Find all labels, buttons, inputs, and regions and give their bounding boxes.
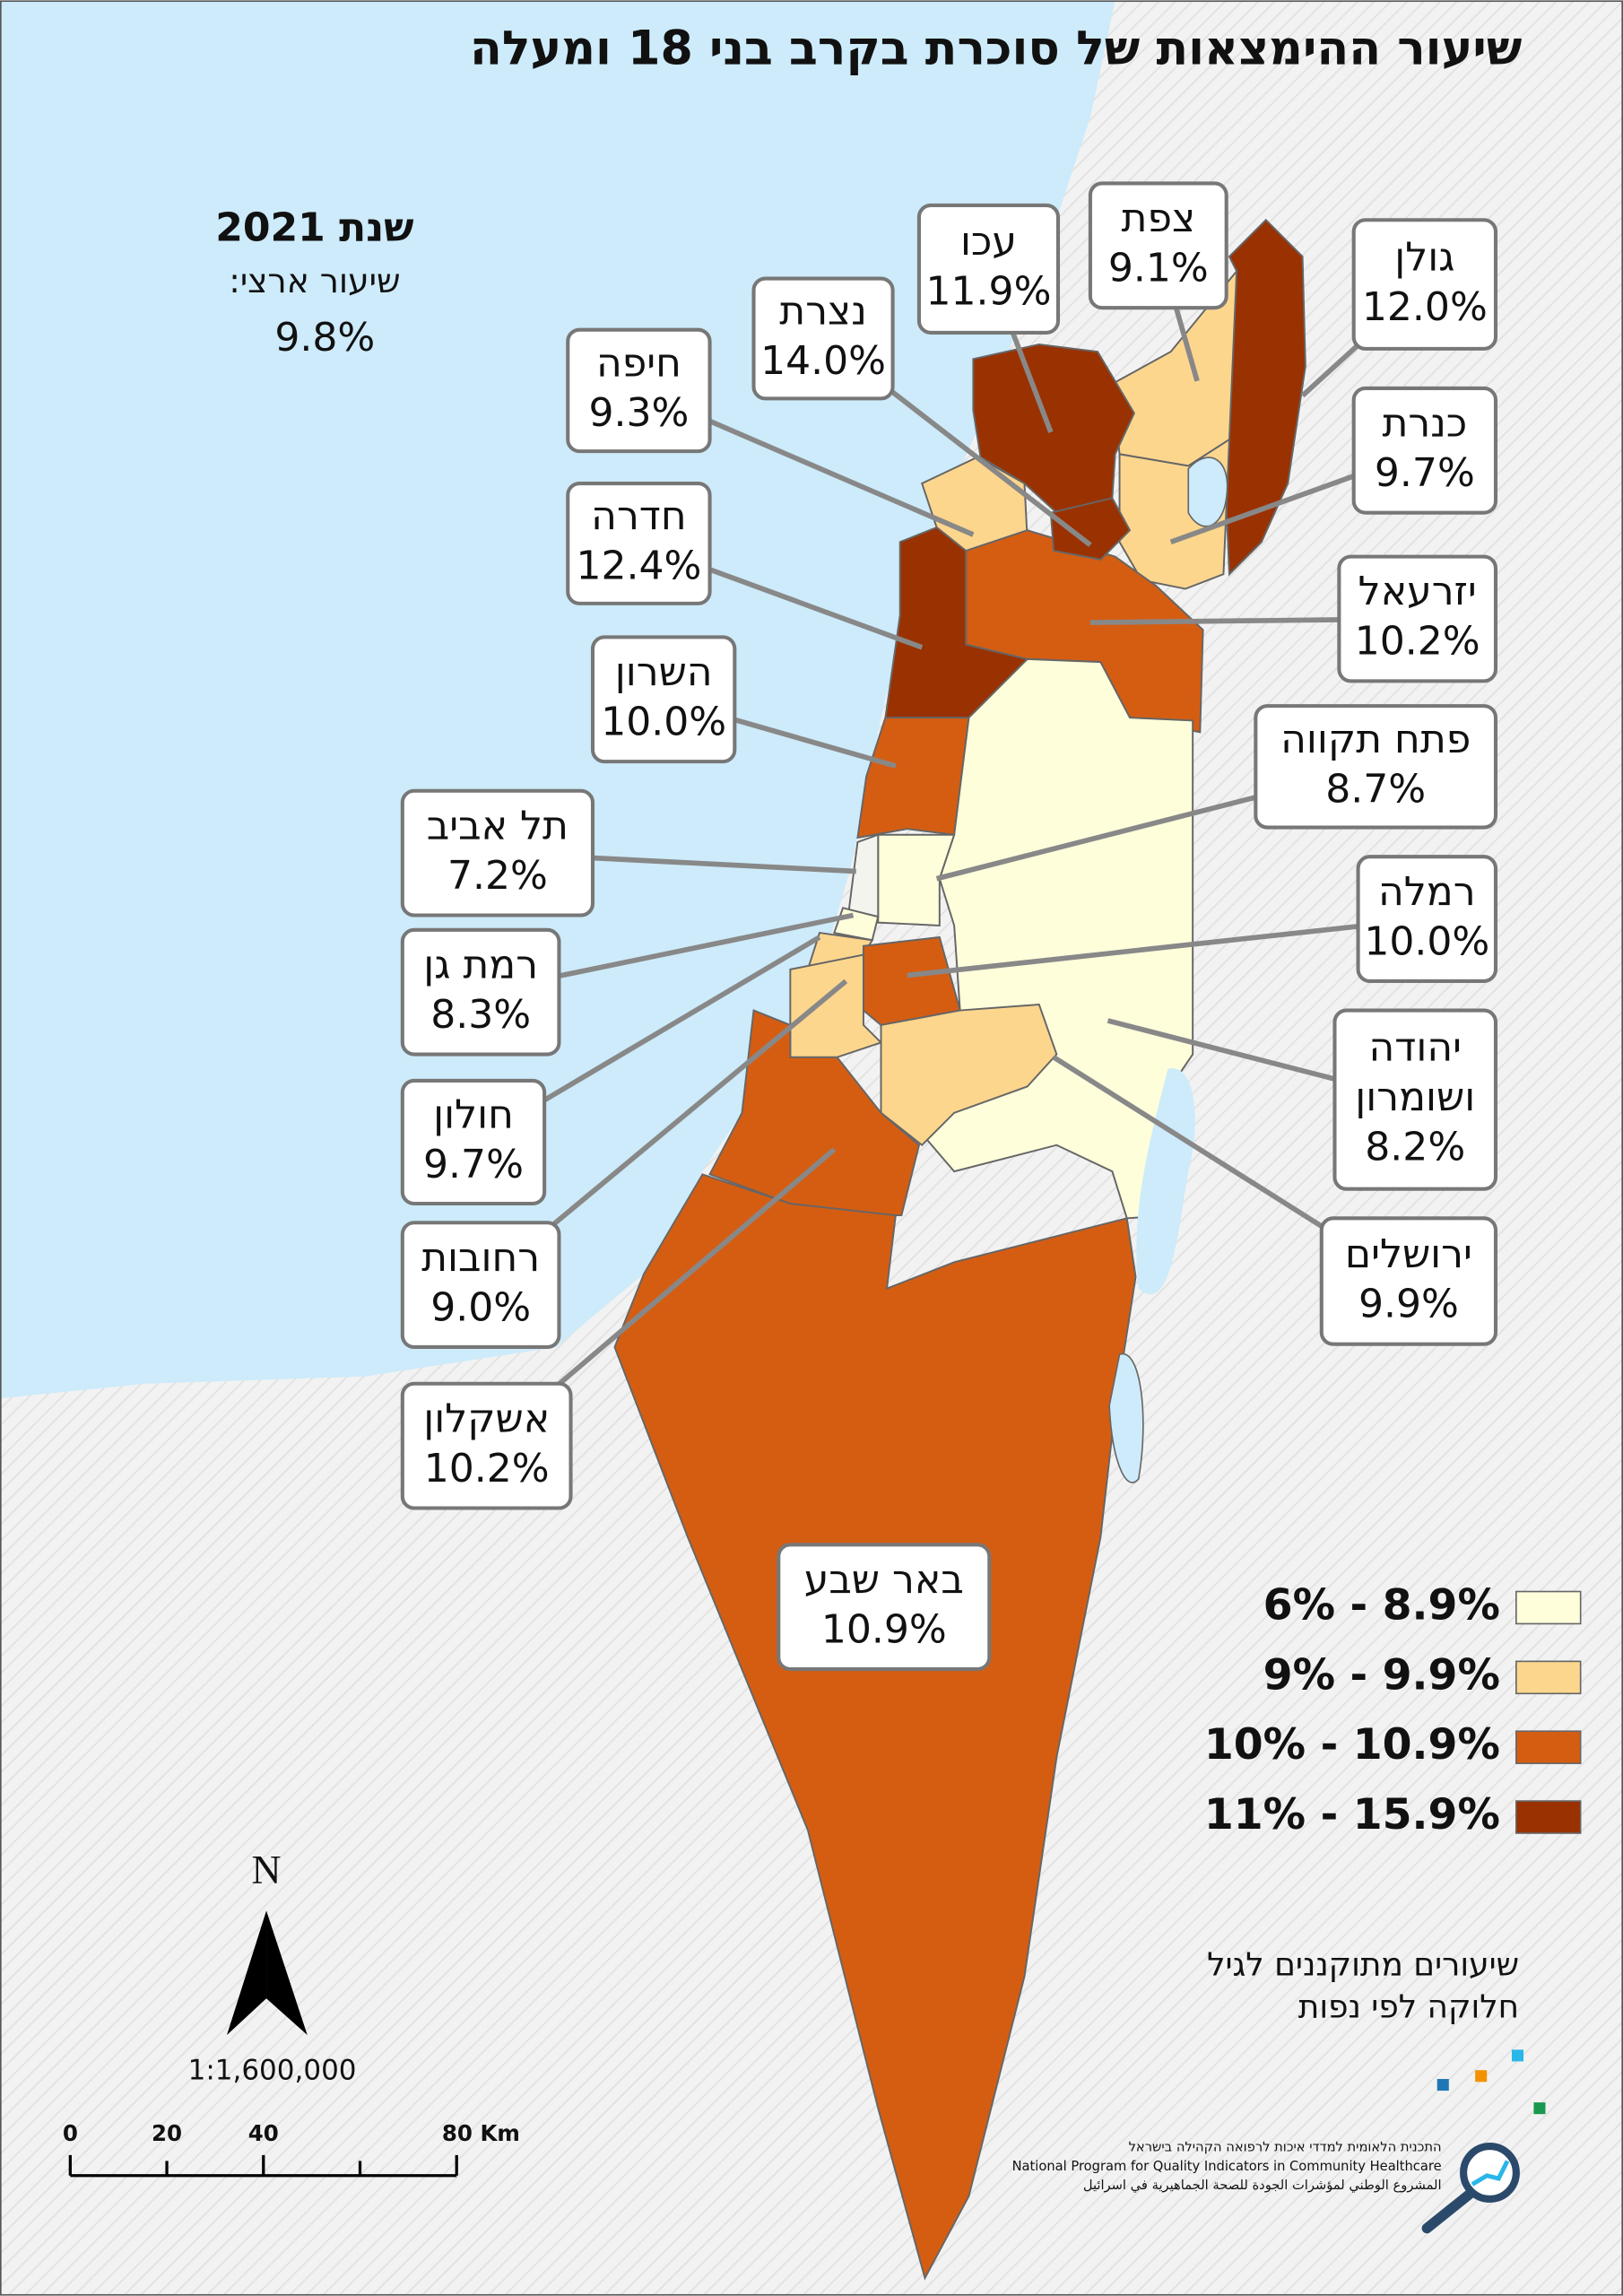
- district-area: [708, 1009, 921, 1217]
- callout-box: [400, 788, 595, 918]
- callout-box: [566, 327, 712, 454]
- district-name: באר שבע: [804, 1557, 964, 1603]
- legend-swatch: [1515, 1800, 1582, 1834]
- year: שנת 2021: [215, 205, 414, 251]
- scale-label: 20: [152, 2120, 182, 2146]
- callout-box: [751, 276, 895, 401]
- callout-box: [1254, 704, 1498, 830]
- callout-box: [400, 927, 561, 1057]
- leader-line: [907, 916, 1428, 978]
- district-rate: 8.2%: [1365, 1125, 1465, 1170]
- district-name: חיפה: [596, 341, 681, 387]
- north-label: N: [252, 1847, 282, 1892]
- note: שיעורים מתוקננים לגיל: [1207, 1946, 1519, 1983]
- scale-label: 40: [248, 2120, 279, 2146]
- district-rate: 9.7%: [423, 1142, 524, 1187]
- district-rate: 10.0%: [1364, 918, 1489, 964]
- callout-box: [400, 1381, 573, 1510]
- legend-label: 9% - 9.9%: [1263, 1650, 1500, 1700]
- district-rate: 12.4%: [576, 544, 701, 589]
- district-name: עכו: [960, 219, 1017, 265]
- callout-box: [1351, 386, 1498, 515]
- district-name: חולון: [433, 1092, 514, 1138]
- district-name: רחובות: [421, 1235, 540, 1281]
- district-rate: 7.2%: [447, 853, 548, 899]
- callout-box: [777, 1543, 992, 1672]
- national-rate: 9.8%: [274, 315, 375, 361]
- callout-box: [1332, 1008, 1498, 1191]
- callout-box: [590, 635, 737, 764]
- scale-ratio: 1:1,600,000: [188, 2054, 357, 2086]
- callout-box: [1337, 554, 1498, 683]
- district-rate: 10.2%: [1355, 619, 1480, 665]
- callout-box: [566, 481, 712, 605]
- scale-bar: [68, 2154, 458, 2178]
- lake-kinneret: [1187, 457, 1228, 527]
- district-rate: 9.0%: [430, 1284, 531, 1330]
- district-name: תל אביב: [427, 803, 568, 848]
- district-rate: 10.0%: [601, 700, 726, 745]
- callout-box: [916, 203, 1061, 335]
- callout-box: [400, 1221, 561, 1350]
- logo-icon: [1421, 2049, 1546, 2234]
- district-name: השרון: [615, 649, 713, 695]
- district-rate: 9.7%: [1375, 450, 1475, 496]
- district-rate: 14.0%: [760, 338, 886, 384]
- dead-sea-south: [1108, 1352, 1144, 1483]
- callout-box: [1351, 218, 1498, 351]
- dead-sea: [1136, 1068, 1195, 1295]
- district-rate: 8.7%: [1325, 767, 1426, 813]
- legend-swatch: [1515, 1590, 1582, 1625]
- legend-swatch: [1515, 1730, 1582, 1764]
- district-rate: 11.9%: [926, 269, 1052, 315]
- district-name: רמלה: [1378, 869, 1476, 915]
- district-name: כנרת: [1382, 401, 1467, 447]
- district-rate: 9.1%: [1108, 246, 1209, 291]
- logo-text: National Program for Quality Indicators …: [1012, 2159, 1442, 2174]
- callouts: גולן12.0%צפת9.1%עכו11.9%כנרת9.7%חיפה9.3%…: [400, 181, 1498, 1672]
- district-name: גולן: [1394, 234, 1454, 280]
- district-rate: 10.2%: [424, 1446, 550, 1492]
- district-name: ירושלים: [1345, 1231, 1472, 1277]
- district-rate: 9.3%: [588, 390, 689, 436]
- map-title: שיעור ההימצאות של סוכרת בקרב בני 18 ומעל…: [470, 22, 1523, 76]
- national-rate-label: שיעור ארצי:: [229, 261, 400, 300]
- north-arrow: [226, 1910, 267, 2036]
- district-name: חדרה: [591, 493, 686, 539]
- legend-label: 11% - 15.9%: [1204, 1790, 1500, 1839]
- district-name: רמת גן: [423, 942, 538, 987]
- district-rate: 9.9%: [1358, 1281, 1459, 1326]
- district-rate: 10.9%: [821, 1606, 947, 1652]
- logo-text: התכנית הלאומית למדדי איכות לרפואה הקהילה…: [1129, 2140, 1442, 2155]
- district-rate: 8.3%: [430, 992, 531, 1038]
- district-rate: 12.0%: [1362, 284, 1488, 330]
- legend: 6% - 8.9% 9% - 9.9% 10% - 10.9% 11% - 15.9%: [1204, 1580, 1582, 1839]
- legend-label: 6% - 8.9%: [1263, 1580, 1500, 1630]
- district-name: פתח תקווה: [1280, 717, 1471, 762]
- scale-label: 0: [63, 2120, 78, 2146]
- districts: [613, 218, 1306, 2281]
- district-name: אשקלון: [423, 1396, 550, 1441]
- callout-box: [400, 1078, 547, 1206]
- logo-text: المشروع الوطني لمؤشرات الجودة للصحة الجم…: [1083, 2178, 1442, 2193]
- callout-box: [1356, 855, 1498, 983]
- district-area: [613, 1173, 1137, 2281]
- district-name: צפת: [1122, 196, 1196, 241]
- scale-label: 80 Km: [442, 2120, 520, 2146]
- district-name: נצרת: [779, 289, 867, 335]
- callout-box: [1088, 181, 1228, 310]
- note: חלוקה לפי נפות: [1298, 1989, 1519, 2026]
- district-name: יזרעאל: [1358, 569, 1477, 614]
- callout-box: [1319, 1216, 1498, 1346]
- district-name: יהודה: [1369, 1025, 1462, 1071]
- district-area: [1049, 497, 1132, 561]
- legend-swatch: [1515, 1660, 1582, 1695]
- legend-label: 10% - 10.9%: [1204, 1720, 1500, 1770]
- district-name: ושומרון: [1355, 1074, 1475, 1120]
